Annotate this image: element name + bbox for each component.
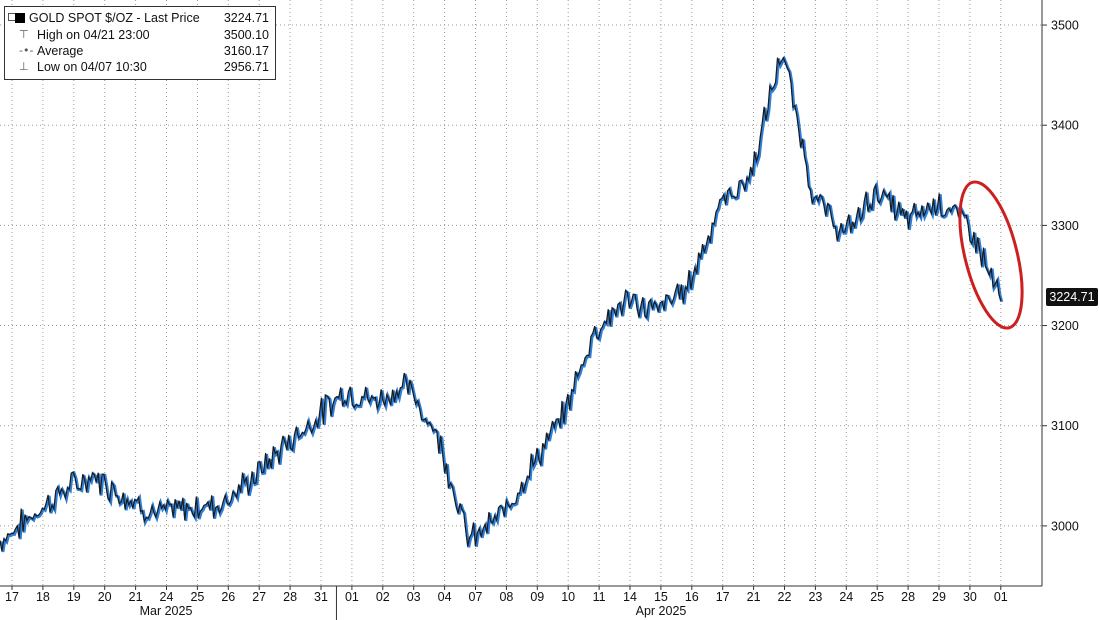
x-tick-label: 16 — [685, 590, 699, 604]
legend-title: GOLD SPOT $/OZ - Last Price — [29, 11, 200, 25]
x-tick-label: 21 — [129, 590, 143, 604]
legend-high-value: 3500.10 — [223, 28, 269, 42]
x-tick-label: 01 — [345, 590, 359, 604]
y-axis-tick-labels: 3000 3100 3200 3300 3400 3500 — [1051, 19, 1079, 534]
x-tick-label: 17 — [5, 590, 19, 604]
legend-low-value: 2956.71 — [223, 60, 269, 74]
price-series-highlight — [0, 55, 1004, 553]
x-tick-label: 27 — [252, 590, 266, 604]
y-tick-label: 3100 — [1051, 419, 1079, 433]
average-marker-icon: -•- — [19, 44, 34, 57]
x-tick-label: 17 — [716, 590, 730, 604]
high-marker-icon: ⊤ — [19, 28, 29, 41]
legend-row-high: ⊤ High on 04/21 23:00 3500.10 — [9, 27, 269, 43]
legend-row-average: -•- Average 3160.17 — [9, 43, 269, 59]
x-tick-label: 28 — [901, 590, 915, 604]
legend-high-label: High on 04/21 23:00 — [37, 28, 150, 42]
x-tick-label: 09 — [530, 590, 544, 604]
x-tick-label: 31 — [314, 590, 328, 604]
x-tick-label: 19 — [67, 590, 81, 604]
x-tick-label: 22 — [778, 590, 792, 604]
x-tick-label: 15 — [654, 590, 668, 604]
y-tick-label: 3300 — [1051, 219, 1079, 233]
x-tick-label: 23 — [808, 590, 822, 604]
x-tick-label: 03 — [407, 590, 421, 604]
x-tick-label: 08 — [499, 590, 513, 604]
x-tick-label: 10 — [561, 590, 575, 604]
x-tick-label: 25 — [870, 590, 884, 604]
x-tick-label: 11 — [593, 590, 606, 604]
legend-average-label: Average — [37, 44, 84, 58]
x-tick-label: 25 — [190, 590, 204, 604]
chart-legend: GOLD SPOT $/OZ - Last Price 3224.71 ⊤ Hi… — [4, 6, 276, 80]
x-tick-label: 02 — [376, 590, 390, 604]
x-tick-label: 21 — [747, 590, 761, 604]
x-tick-label: 01 — [994, 590, 1008, 604]
month-labels: Mar 2025 Apr 2025 — [140, 604, 687, 618]
x-tick-label: 24 — [160, 590, 174, 604]
last-price-tag: 3224.71 — [1046, 288, 1098, 306]
series-swatch — [15, 13, 25, 23]
legend-low-label: Low on 04/07 10:30 — [37, 60, 147, 74]
x-tick-label: 29 — [932, 590, 946, 604]
legend-row-last: GOLD SPOT $/OZ - Last Price 3224.71 — [8, 10, 269, 26]
x-tick-label: 18 — [36, 590, 50, 604]
chart-grid — [0, 0, 1042, 586]
y-tick-label: 3200 — [1051, 319, 1079, 333]
x-tick-label: 30 — [963, 590, 977, 604]
chart-axes — [0, 0, 1047, 620]
low-marker-icon: ⊥ — [19, 60, 29, 73]
y-tick-label: 3500 — [1051, 19, 1079, 33]
x-tick-label: 04 — [438, 590, 452, 604]
x-tick-label: 26 — [221, 590, 235, 604]
price-series-line — [0, 56, 1002, 552]
legend-last-value: 3224.71 — [223, 11, 269, 25]
x-tick-label: 20 — [98, 590, 112, 604]
month-label-mar: Mar 2025 — [140, 604, 193, 618]
y-tick-label: 3400 — [1051, 119, 1079, 133]
legend-average-value: 3160.17 — [223, 44, 269, 58]
x-axis-tick-labels: 17 18 19 20 21 24 25 26 27 28 31 01 02 03 04 07 08 09 10 11… — [5, 590, 1008, 604]
highlight-ellipse — [958, 180, 1024, 330]
x-tick-label: 14 — [623, 590, 637, 604]
month-label-apr: Apr 2025 — [636, 604, 687, 618]
y-tick-label: 3000 — [1051, 519, 1079, 533]
legend-row-low: ⊥ Low on 04/07 10:30 2956.71 — [9, 59, 269, 75]
x-tick-label: 28 — [283, 590, 297, 604]
x-tick-label: 24 — [839, 590, 853, 604]
x-tick-label: 07 — [469, 590, 483, 604]
